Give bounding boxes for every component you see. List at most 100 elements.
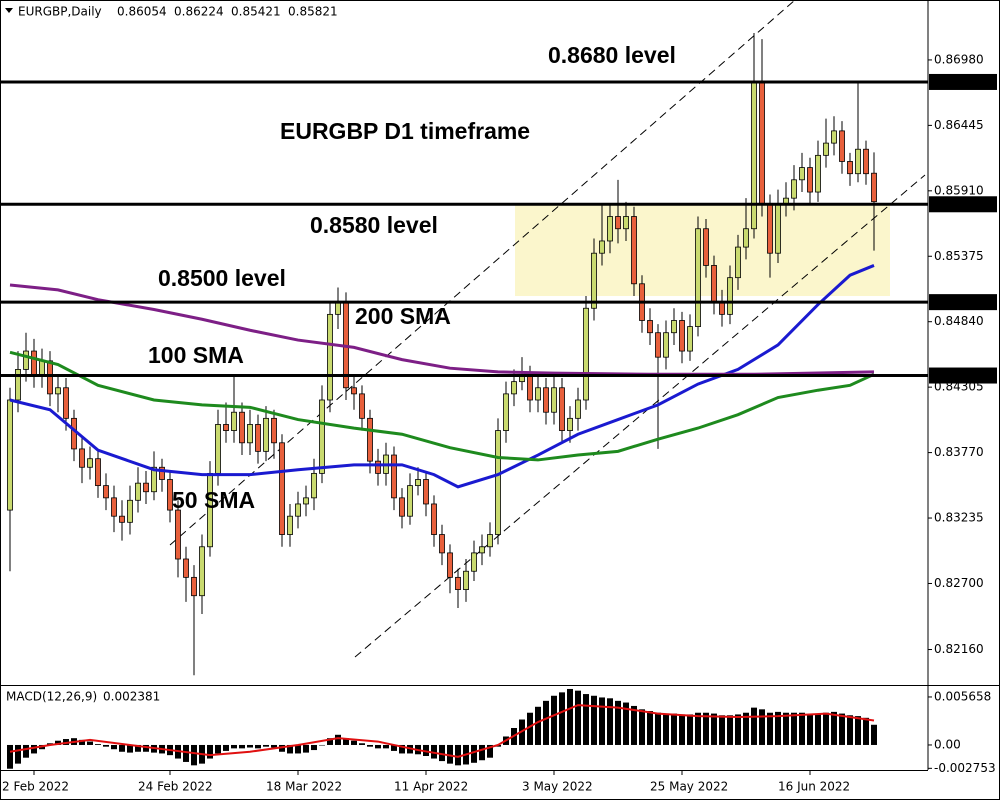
candle-body <box>695 228 701 327</box>
macd-bar <box>95 744 101 745</box>
candle-body <box>199 546 205 597</box>
macd-bar <box>335 734 341 745</box>
macd-bar <box>655 712 661 745</box>
y-tick-label: 0.005658 <box>934 689 991 703</box>
candle-body <box>807 167 813 193</box>
candle-body <box>871 172 877 203</box>
macd-bar <box>567 688 573 745</box>
candle-body <box>863 148 869 175</box>
candle-body <box>247 424 253 444</box>
macd-bar <box>215 744 221 754</box>
candle-body <box>103 485 109 499</box>
x-tick-label: 16 Jun 2022 <box>778 780 850 794</box>
candle-body <box>263 417 269 452</box>
candle-body <box>647 320 653 334</box>
candle-body <box>655 332 661 358</box>
candle-body <box>31 350 37 376</box>
x-tick-label: 25 May 2022 <box>650 780 728 794</box>
macd-bar <box>383 744 389 749</box>
candle-body <box>743 228 749 248</box>
candle-body <box>455 576 461 590</box>
macd-bar <box>319 744 325 746</box>
annotation: 0.8500 level <box>158 265 286 291</box>
candle-body <box>191 576 197 597</box>
macd-bar <box>455 744 461 766</box>
candle-body <box>47 360 53 395</box>
y-tick-label: -0.002753 <box>934 761 996 775</box>
macd-bar <box>391 744 397 751</box>
candle-body <box>159 466 165 480</box>
level-label: 0.85000 <box>934 295 984 309</box>
candle-body <box>431 503 437 535</box>
candle-body <box>399 497 405 517</box>
candle-body <box>367 417 373 462</box>
candle-body <box>823 142 829 156</box>
candle-body <box>175 509 181 560</box>
y-tick-label: 0.83235 <box>934 511 984 525</box>
low-value: 0.85421 <box>231 5 281 19</box>
macd-bar <box>735 714 741 745</box>
candle-body <box>439 534 445 554</box>
macd-bar <box>663 713 669 745</box>
candle-body <box>303 497 309 505</box>
macd-bar <box>551 695 557 745</box>
macd-bar <box>471 744 477 763</box>
candle-body <box>375 460 381 474</box>
macd-bar <box>863 717 869 745</box>
macd-bar <box>535 706 541 745</box>
candle-body <box>687 326 693 352</box>
y-tick-label: 0.82700 <box>934 576 984 590</box>
annotation: 0.8680 level <box>548 42 676 68</box>
candle-body <box>463 570 469 590</box>
macd-bar <box>15 744 21 764</box>
candle-body <box>527 375 533 401</box>
candle-body <box>423 479 429 505</box>
candle-body <box>599 240 605 254</box>
macd-bar <box>607 698 613 745</box>
sma-label: 200 SMA <box>355 303 451 329</box>
macd-value: 0.002381 <box>103 690 160 704</box>
candle-body <box>759 81 765 205</box>
candle-body <box>815 154 821 193</box>
macd-bar <box>303 744 309 753</box>
macd-bar <box>223 744 229 751</box>
candle-body <box>63 387 69 419</box>
macd-bar <box>239 744 245 749</box>
macd-bar <box>431 744 437 759</box>
candle-body <box>767 203 773 254</box>
candle-body <box>327 313 333 401</box>
candle-body <box>15 369 21 401</box>
macd-bar <box>351 740 357 745</box>
candle-body <box>623 216 629 230</box>
candle-body <box>567 417 573 431</box>
macd-bar <box>183 744 189 762</box>
candle-body <box>727 277 733 315</box>
candle-body <box>231 411 237 431</box>
candle-body <box>215 424 221 474</box>
candle-body <box>311 472 317 499</box>
y-tick-label: 0.83770 <box>934 445 984 459</box>
candle-body <box>511 381 517 395</box>
macd-bar <box>591 695 597 745</box>
macd-bar <box>799 712 805 745</box>
macd-bar <box>359 743 365 745</box>
macd-bar <box>527 712 533 745</box>
candle-body <box>575 399 581 419</box>
macd-bar <box>815 713 821 745</box>
high-value: 0.86224 <box>174 5 224 19</box>
candle-body <box>479 546 485 554</box>
menu-arrow[interactable] <box>5 8 13 13</box>
macd-bar <box>119 744 125 752</box>
candle-body <box>319 399 325 474</box>
macd-bar <box>447 744 453 764</box>
macd-bar <box>775 711 781 745</box>
macd-bar <box>575 690 581 745</box>
macd-bar <box>287 744 293 754</box>
candle-body <box>255 424 261 452</box>
y-tick-label: 0.85910 <box>934 183 984 197</box>
candle-body <box>7 399 13 511</box>
macd-bar <box>207 744 213 759</box>
candle-body <box>671 320 677 334</box>
macd-bar <box>103 744 109 747</box>
